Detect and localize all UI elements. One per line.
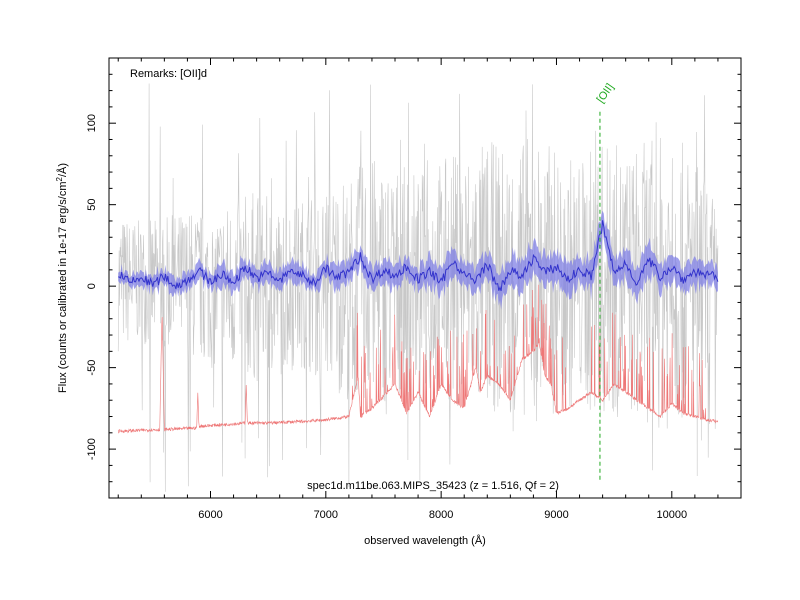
- y-axis-title-tail: /Å): [56, 163, 69, 177]
- x-tick-label-7000: 7000: [314, 509, 338, 521]
- y-tick-label-0: 0: [86, 283, 98, 289]
- y-axis-title-superscript: 2: [55, 176, 64, 181]
- series-raw-line: [117, 83, 719, 492]
- y-tick-label-100: 100: [86, 114, 98, 132]
- y-tick-label--50: -50: [86, 360, 98, 376]
- x-axis-title: observed wavelength (Å): [364, 534, 486, 547]
- x-tick-label-9000: 9000: [544, 509, 568, 521]
- series-smoothed-error-band: [118, 210, 718, 310]
- series-sky-line: [117, 284, 719, 434]
- tick-layer: 6000 7000 8000 9000 10000 -100 -50 0 50 100: [86, 57, 742, 521]
- series-smoothed-line: [118, 220, 719, 292]
- plot-frame: [108, 57, 742, 499]
- y-axis-title-main: Flux (counts or calibrated in 1e-17 erg/…: [57, 181, 69, 393]
- x-tick-label-10000: 10000: [657, 509, 688, 521]
- y-axis-title: Flux (counts or calibrated in 1e-17 erg/…: [55, 163, 69, 393]
- spectrum-caption: spec1d.m11be.063.MIPS_35423 (z = 1.516, …: [307, 480, 559, 492]
- x-tick-label-6000: 6000: [198, 509, 222, 521]
- remarks-text: Remarks: [OII]d: [130, 68, 207, 80]
- y-tick-label--100: -100: [86, 438, 98, 460]
- x-tick-label-8000: 8000: [429, 509, 453, 521]
- series-layer: [117, 83, 719, 492]
- y-tick-label-50: 50: [86, 199, 98, 211]
